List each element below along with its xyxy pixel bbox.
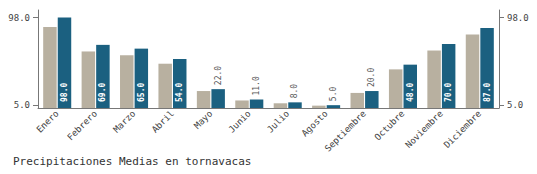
- svg-text:98.0: 98.0: [60, 83, 69, 102]
- svg-text:Febrero: Febrero: [65, 108, 99, 142]
- svg-text:Marzo: Marzo: [111, 108, 137, 134]
- svg-text:98.0: 98.0: [507, 13, 529, 23]
- svg-text:Enero: Enero: [35, 108, 61, 134]
- svg-text:54.0: 54.0: [175, 83, 184, 102]
- svg-text:Mayo: Mayo: [192, 108, 214, 130]
- svg-text:5.0: 5.0: [507, 100, 523, 110]
- svg-text:Junio: Junio: [227, 108, 253, 134]
- svg-text:Octubre: Octubre: [373, 108, 407, 142]
- svg-text:22.0: 22.0: [214, 66, 223, 85]
- svg-text:Precipitaciones Medias en torn: Precipitaciones Medias en tornavacas: [13, 155, 251, 168]
- svg-text:5.0: 5.0: [14, 100, 30, 110]
- svg-text:98.0: 98.0: [8, 13, 30, 23]
- svg-text:5.0: 5.0: [329, 87, 338, 102]
- svg-text:Julio: Julio: [265, 108, 291, 134]
- svg-text:Diciembre: Diciembre: [442, 108, 483, 149]
- svg-text:11.0: 11.0: [252, 76, 261, 95]
- svg-text:20.0: 20.0: [367, 68, 376, 87]
- svg-text:Abril: Abril: [150, 108, 176, 134]
- svg-text:70.0: 70.0: [444, 83, 453, 102]
- svg-text:87.0: 87.0: [483, 83, 492, 102]
- svg-text:Noviembre: Noviembre: [403, 108, 444, 149]
- svg-text:Septiembre: Septiembre: [323, 108, 368, 153]
- svg-text:65.0: 65.0: [137, 83, 146, 102]
- svg-text:69.0: 69.0: [98, 83, 107, 102]
- svg-text:48.0: 48.0: [406, 83, 415, 102]
- svg-text:8.0: 8.0: [290, 84, 299, 99]
- svg-text:Agosto: Agosto: [300, 108, 330, 138]
